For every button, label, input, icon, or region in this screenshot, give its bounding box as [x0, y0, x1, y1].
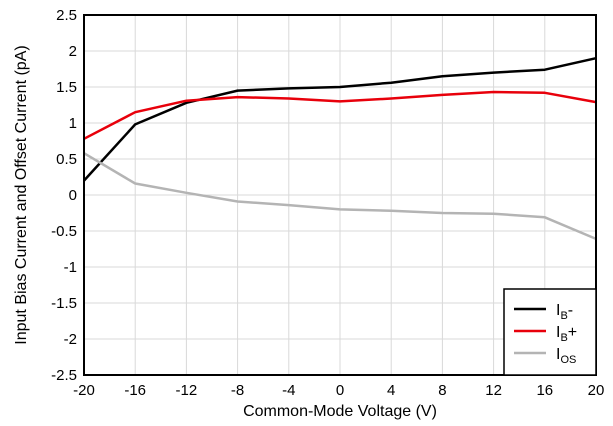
y-tick-label: -2 — [64, 331, 77, 348]
y-tick-label: 2.5 — [56, 7, 77, 24]
x-tick-label: -12 — [176, 382, 198, 399]
series-lines — [83, 56, 597, 241]
x-tick-labels: -20 -16 -12 -8 -4 0 4 8 12 16 20 — [73, 382, 604, 399]
x-tick-label: -4 — [282, 382, 295, 399]
y-tick-label: -0.5 — [51, 223, 77, 240]
y-axis-title: Input Bias Current and Offset Current (p… — [13, 45, 30, 344]
legend-label: IB+ — [556, 324, 577, 344]
x-tick-label: 4 — [387, 382, 395, 399]
legend: IB- IB+IOS — [503, 288, 597, 376]
y-tick-label: 1.5 — [56, 79, 77, 96]
series-line-ib- — [83, 90, 597, 140]
legend-label: IOS — [556, 346, 576, 366]
y-tick-labels: 2.5 2 1.5 1 0.5 0 -0.5 -1 -1.5 -2 -2.5 — [51, 7, 77, 384]
x-tick-label: 16 — [536, 382, 553, 399]
x-tick-label: -8 — [231, 382, 244, 399]
plot-frame — [83, 14, 597, 376]
y-tick-label: 0.5 — [56, 151, 77, 168]
y-tick-label: 0 — [69, 187, 77, 204]
x-axis-title: Common-Mode Voltage (V) — [243, 403, 437, 420]
legend-label: IB- — [556, 302, 573, 322]
y-tick-label: 2 — [69, 43, 77, 60]
x-tick-label: 8 — [438, 382, 446, 399]
y-tick-label: -1.5 — [51, 295, 77, 312]
series-line-ios — [83, 152, 597, 241]
y-tick-label: -1 — [64, 259, 77, 276]
series-line-ib- — [83, 56, 597, 182]
x-tick-label: -16 — [124, 382, 146, 399]
x-tick-label: -20 — [73, 382, 95, 399]
y-tick-label: 1 — [69, 115, 77, 132]
x-tick-label: 0 — [336, 382, 344, 399]
x-tick-label: 20 — [588, 382, 605, 399]
y-tick-label: -2.5 — [51, 367, 77, 384]
x-tick-label: 12 — [485, 382, 502, 399]
